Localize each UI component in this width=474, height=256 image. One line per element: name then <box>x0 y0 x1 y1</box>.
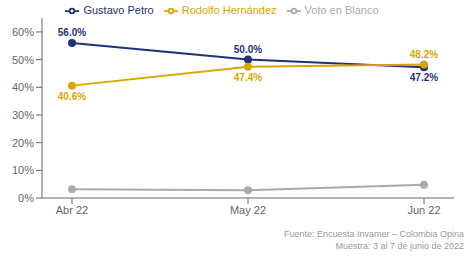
svg-text:10%: 10% <box>12 164 34 176</box>
svg-text:60%: 60% <box>12 26 34 38</box>
svg-text:May 22: May 22 <box>230 204 266 216</box>
html-text:Rodolfo Hernández: Rodolfo Hernández <box>181 4 277 16</box>
svg-text:47.4%: 47.4% <box>234 72 262 83</box>
svg-text:50.0%: 50.0% <box>234 44 262 55</box>
svg-text:48.2%: 48.2% <box>410 49 438 60</box>
svg-text:20%: 20% <box>12 137 34 149</box>
svg-text:40.6%: 40.6% <box>58 91 86 102</box>
html-text:Gustavo Petro: Gustavo Petro <box>83 4 154 16</box>
html-text:Voto en Blanco: Voto en Blanco <box>304 4 379 16</box>
svg-text:40%: 40% <box>12 81 34 93</box>
svg-text:0%: 0% <box>18 192 34 204</box>
svg-text:30%: 30% <box>12 109 34 121</box>
svg-text:Abr 22: Abr 22 <box>56 204 88 216</box>
html-text:Muestra: 3 al 7 de junio de 20: Muestra: 3 al 7 de junio de 2022 <box>335 240 464 251</box>
html-text:Fuente: Encuesta Invamer – Col: Fuente: Encuesta Invamer – Colombia Opin… <box>283 228 464 239</box>
svg-text:56.0%: 56.0% <box>58 27 86 38</box>
svg-text:50%: 50% <box>12 54 34 66</box>
svg-text:47.2%: 47.2% <box>410 72 438 83</box>
svg-text:Jun 22: Jun 22 <box>407 204 440 216</box>
